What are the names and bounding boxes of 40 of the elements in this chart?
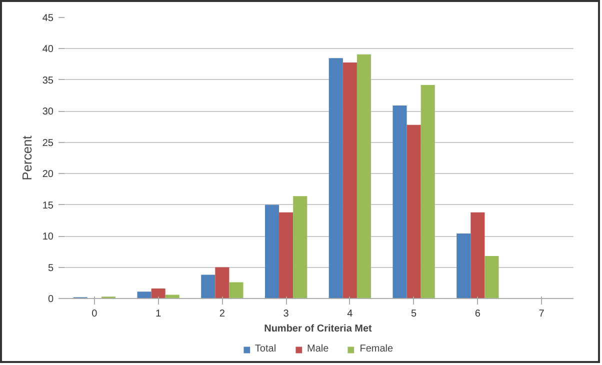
y-tick-label: 15 — [42, 200, 54, 212]
y-tick-label: 10 — [42, 232, 54, 243]
x-tick-label: 4 — [347, 308, 354, 320]
bar — [201, 274, 216, 298]
y-tick-label: 35 — [42, 75, 54, 86]
bar — [137, 292, 152, 298]
bar — [456, 234, 471, 298]
y-tick-label: 30 — [42, 106, 54, 118]
x-tick-label: 0 — [92, 308, 98, 320]
bar — [484, 256, 499, 298]
bar — [279, 212, 294, 298]
y-axis-title: Percent — [19, 135, 34, 180]
bar — [151, 288, 166, 298]
bar — [420, 84, 435, 298]
legend-label: Total — [254, 344, 276, 354]
legend-label: Female — [360, 344, 394, 354]
bar — [392, 106, 407, 298]
bar — [229, 282, 244, 298]
x-tick-label: 7 — [538, 308, 545, 320]
legend-label: Male — [307, 344, 329, 354]
bar — [215, 267, 230, 298]
bar — [406, 124, 421, 298]
bar — [328, 58, 343, 298]
y-tick-label: 5 — [48, 262, 54, 274]
x-tick-label: 2 — [219, 308, 226, 320]
x-axis-title: Number of Criteria Met — [264, 324, 373, 334]
bar — [264, 204, 280, 298]
y-tick-label: 20 — [42, 169, 54, 180]
x-tick-label: 1 — [156, 308, 162, 320]
y-tick-label: 40 — [42, 44, 54, 56]
x-tick-label: 5 — [411, 308, 418, 320]
y-tick-label: 45 — [42, 13, 54, 24]
x-tick-label: 6 — [474, 308, 481, 320]
bar — [342, 62, 357, 298]
bar — [356, 54, 372, 298]
x-tick-label: 3 — [283, 308, 290, 320]
bar — [470, 212, 485, 298]
y-tick-label: 25 — [42, 138, 54, 149]
y-tick-label: 0 — [48, 294, 54, 305]
bar — [293, 196, 308, 298]
